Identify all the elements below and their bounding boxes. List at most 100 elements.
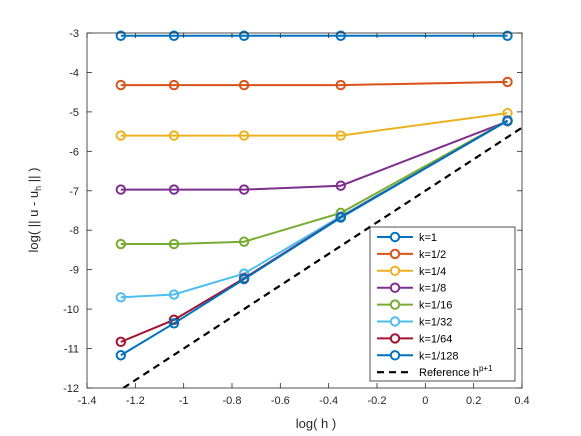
x-tick-label: 0 xyxy=(422,395,428,407)
legend-item: k=1/32 xyxy=(377,316,452,329)
legend-label: k=1/32 xyxy=(419,317,452,329)
y-tick-label: -10 xyxy=(63,304,79,316)
data-point-k=1/32-1 xyxy=(168,289,180,300)
data-point-k=1/2-2 xyxy=(238,79,250,91)
data-point-k=1-4 xyxy=(502,30,513,41)
y-tick-label: -8 xyxy=(69,225,79,237)
y-tick-label: -12 xyxy=(63,383,79,395)
x-tick-label: -0.6 xyxy=(271,395,290,407)
data-point-k=1/16-2 xyxy=(238,236,250,247)
legend-label: k=1/16 xyxy=(419,300,452,312)
y-tick-label: -11 xyxy=(64,344,79,356)
data-point-k=1-3 xyxy=(335,30,346,41)
reference-line xyxy=(122,126,522,388)
y-axis-title-main: log( || u - u xyxy=(26,191,41,253)
legend-swatch-marker xyxy=(389,231,401,243)
legend-swatch-marker xyxy=(389,333,401,344)
series-line-k=1/128 xyxy=(120,119,509,357)
x-tick-label: -0.8 xyxy=(223,395,242,407)
legend-item: k=1/4 xyxy=(377,265,446,278)
data-point-k=1/32-0 xyxy=(115,292,127,303)
legend-swatch-marker xyxy=(389,350,401,361)
legend-item: k=1 xyxy=(377,231,437,244)
legend: k=1 k=1/2 k=1/4 k=1/8 k=1/16 k=1/32 k=1/64 k=1/… xyxy=(369,226,516,382)
data-point-k=1/64-0 xyxy=(115,336,127,348)
data-point-k=1/2-1 xyxy=(168,79,180,91)
data-point-k=1/128-0 xyxy=(115,350,127,361)
axes-box xyxy=(86,32,523,389)
legend-label: k=1/64 xyxy=(419,333,452,345)
series-line-k=1/8 xyxy=(120,120,508,191)
axes xyxy=(86,32,523,389)
data-point-k=1/128-4 xyxy=(502,115,513,126)
data-point-k=1/16-0 xyxy=(115,238,127,250)
legend-label: k=1/8 xyxy=(419,283,446,295)
x-axis-title: log( h ) xyxy=(296,416,336,431)
data-point-k=1/4-3 xyxy=(335,130,346,141)
data-point-k=1/128-1 xyxy=(168,318,180,329)
y-tick-label: -4 xyxy=(69,67,79,79)
data-point-k=1/8-0 xyxy=(115,184,127,195)
legend-item: k=1/16 xyxy=(377,299,452,312)
legend-item: k=1/2 xyxy=(377,248,446,261)
legend-label-reference: Reference hp+1 xyxy=(419,364,493,379)
data-point-k=1/4-0 xyxy=(115,130,127,141)
series-line-k=1/4 xyxy=(120,112,508,137)
legend-swatch-marker xyxy=(389,299,401,310)
data-point-k=1-0 xyxy=(115,30,127,41)
y-axis-title: log( || u - uh || ) xyxy=(26,168,43,253)
legend-item: k=1/128 xyxy=(377,350,458,362)
legend-label: k=1/4 xyxy=(419,266,446,278)
series-k=1/2 xyxy=(115,76,513,91)
series-k=1/128 xyxy=(115,115,513,361)
data-point-k=1-1 xyxy=(168,30,180,41)
y-tick-label: -3 xyxy=(69,28,79,40)
legend-item: k=1/8 xyxy=(377,282,446,295)
x-tick-label: -0.4 xyxy=(319,395,338,407)
data-point-k=1-2 xyxy=(238,30,250,41)
legend-swatch-marker xyxy=(389,282,401,293)
x-tick-label: 0.2 xyxy=(466,395,481,407)
series-line-k=1/2 xyxy=(120,80,508,87)
y-tick-label: -9 xyxy=(69,265,79,277)
data-point-k=1/2-4 xyxy=(502,76,513,88)
y-tick-label: -7 xyxy=(69,186,79,198)
data-point-k=1/128-3 xyxy=(335,212,346,223)
series-layer xyxy=(115,30,513,361)
legend-label: k=1 xyxy=(419,232,437,244)
data-point-k=1/16-1 xyxy=(168,238,180,250)
reference-layer xyxy=(122,126,522,388)
legend-reference-superscript: p+1 xyxy=(479,364,493,373)
legend-label: k=1/2 xyxy=(419,249,446,261)
series-k=1/4 xyxy=(115,107,513,141)
legend-item-reference: Reference hp+1 xyxy=(377,364,493,379)
y-axis-title-subscript: h xyxy=(33,186,43,191)
data-point-k=1/128-2 xyxy=(238,273,250,285)
legend-label: k=1/128 xyxy=(419,350,458,362)
x-tick-label: -1.2 xyxy=(126,395,145,407)
data-point-k=1/2-0 xyxy=(115,79,127,91)
data-point-k=1/2-3 xyxy=(335,79,346,91)
tick-labels: -1.4 -1.2 -1 -0.8 -0.6 -0.4 -0.2 0 0.2 0.4 -12 -11 -… xyxy=(63,28,530,407)
legend-items: k=1 k=1/2 k=1/4 k=1/8 k=1/16 k=1/32 k=1/64 k=1/… xyxy=(377,231,493,379)
x-tick-label: -0.2 xyxy=(368,395,387,407)
legend-swatch-marker xyxy=(389,265,401,276)
y-axis-title-end: || ) xyxy=(26,168,41,186)
data-point-k=1/8-3 xyxy=(335,180,346,191)
data-point-k=1/4-1 xyxy=(168,130,180,141)
legend-reference-text: Reference h xyxy=(419,367,479,379)
data-point-k=1/8-1 xyxy=(168,184,180,195)
data-point-k=1/4-2 xyxy=(238,130,250,141)
y-tick-label: -6 xyxy=(69,146,79,158)
y-tick-label: -5 xyxy=(69,107,79,119)
x-tick-label: -1.4 xyxy=(78,395,97,407)
series-k=1 xyxy=(115,30,513,41)
x-tick-label: -1 xyxy=(179,395,189,407)
data-point-k=1/8-2 xyxy=(238,184,250,195)
legend-swatch-marker xyxy=(389,316,401,327)
legend-item: k=1/64 xyxy=(377,333,452,345)
series-line-k=1/16 xyxy=(120,119,508,245)
legend-swatch-marker xyxy=(389,248,401,260)
x-tick-label: 0.4 xyxy=(514,395,529,407)
